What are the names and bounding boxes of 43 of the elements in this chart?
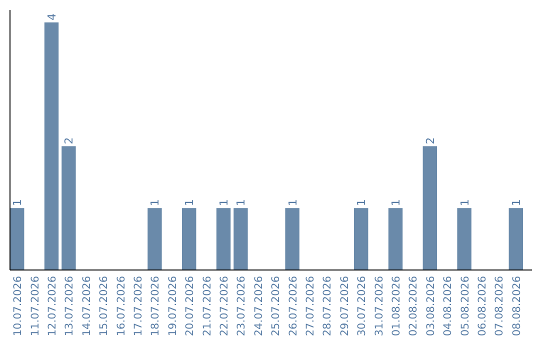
- x-tick-label: 13.07.2026: [64, 276, 76, 336]
- x-tick-label: 21.07.2026: [201, 276, 214, 336]
- data-label: 1: [183, 199, 196, 206]
- x-tick-label: 24.07.2026: [252, 276, 265, 336]
- x-tick-label: 08.08.2026: [510, 276, 523, 336]
- x-tick-label: 31.07.2026: [373, 276, 386, 336]
- x-tick-label: 02.08.2026: [408, 276, 420, 336]
- data-label: 1: [218, 199, 230, 206]
- x-tick-label: 07.08.2026: [494, 276, 506, 336]
- data-label: 1: [234, 199, 248, 206]
- x-tick-label: 28.07.2026: [322, 276, 334, 336]
- x-tick-label: 22.07.2026: [218, 276, 230, 336]
- x-tick-label: 01.08.2026: [390, 276, 402, 336]
- data-label: 2: [424, 137, 437, 144]
- data-label: 1: [390, 199, 402, 206]
- x-tick-label: 25.07.2026: [270, 276, 282, 336]
- x-tick-label: 11.07.2026: [29, 276, 42, 336]
- x-tick-label: 18.07.2026: [150, 276, 162, 336]
- x-tick-label: 06.08.2026: [476, 276, 488, 336]
- x-tick-label: 14.07.2026: [80, 276, 93, 336]
- x-tick-label: 10.07.2026: [12, 276, 24, 336]
- x-tick-label: 19.07.2026: [166, 276, 179, 336]
- data-label: 1: [11, 199, 24, 206]
- x-tick-label: 23.07.2026: [236, 276, 248, 336]
- x-tick-label: 15.07.2026: [98, 276, 110, 336]
- x-tick-label: 16.07.2026: [115, 276, 128, 336]
- x-tick-label: 30.07.2026: [356, 276, 368, 336]
- x-tick-label: 29.07.2026: [338, 276, 351, 336]
- x-tick-label: 20.07.2026: [184, 276, 196, 336]
- x-tick-label: 05.08.2026: [459, 276, 472, 336]
- data-label: 1: [510, 199, 523, 206]
- x-tick-label: 17.07.2026: [132, 276, 144, 336]
- data-label: 1: [355, 199, 368, 206]
- data-label: 1: [286, 199, 300, 206]
- x-tick-label: 26.07.2026: [287, 276, 300, 336]
- data-label: 1: [458, 199, 472, 206]
- x-tick-label: 04.08.2026: [442, 276, 454, 336]
- x-tick-label: 03.08.2026: [424, 276, 437, 336]
- x-tick-label: 27.07.2026: [304, 276, 316, 336]
- data-label: 4: [46, 13, 58, 20]
- x-tick-label: 12.07.2026: [46, 276, 58, 336]
- data-label: 2: [62, 137, 76, 144]
- data-label: 1: [148, 199, 162, 206]
